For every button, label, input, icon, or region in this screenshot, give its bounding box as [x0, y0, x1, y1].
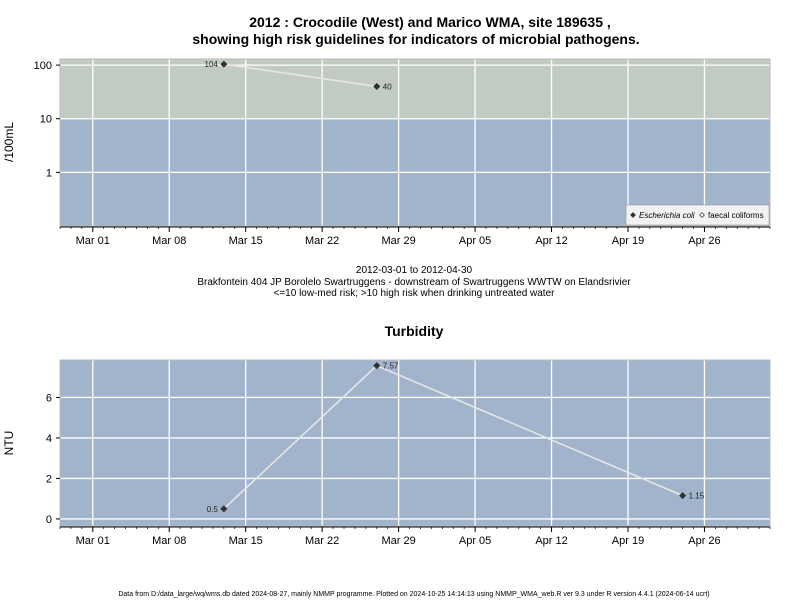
x-tick-label: Apr 12	[535, 535, 567, 547]
x-tick-label: Apr 05	[459, 235, 491, 247]
x-tick-label: Apr 19	[612, 535, 644, 547]
x-tick-label: Mar 01	[76, 535, 110, 547]
data-label: 40	[383, 82, 392, 91]
data-point	[220, 505, 228, 513]
x-tick-label: Mar 15	[229, 535, 263, 547]
data-label: 7.57	[383, 362, 399, 371]
x-tick-label: Apr 12	[535, 235, 567, 247]
site-description: Brakfontein 404 JP Borolelo Swartruggens…	[197, 277, 631, 288]
risk-note: <=10 low-med risk; >10 high risk when dr…	[274, 288, 556, 299]
data-point	[373, 362, 381, 370]
series-line	[223, 63, 377, 88]
y-tick-label: 4	[46, 433, 52, 445]
x-tick-label: Apr 05	[459, 535, 491, 547]
x-tick-label: Mar 01	[76, 235, 110, 247]
legend-label: Escherichia coli	[639, 211, 695, 220]
microbial-panel: 1 10 100 Mar 01 Mar 08 Mar 15 Mar 22 Mar 29 Apr …	[2, 58, 771, 247]
y-axis-title: /100mL	[2, 122, 16, 162]
y-tick-label: 100	[34, 60, 52, 72]
footer-note: Data from D:/data_large/wq/wms.db dated …	[118, 591, 709, 598]
x-tick-label: Mar 22	[305, 235, 339, 247]
data-point	[373, 82, 381, 91]
x-tick-label: Apr 26	[688, 535, 720, 547]
data-point	[679, 492, 687, 500]
y-tick-label: 6	[46, 392, 52, 404]
chart-title-line2: showing high risk guidelines for indicat…	[192, 31, 639, 47]
data-label: 1.15	[689, 492, 705, 501]
x-tick-label: Mar 22	[305, 535, 339, 547]
legend-box	[625, 204, 770, 226]
legend-label: faecal coliforms	[708, 211, 764, 220]
date-range: 2012-03-01 to 2012-04-30	[356, 265, 473, 276]
x-tick-label: Mar 08	[152, 235, 186, 247]
turbidity-title: Turbidity	[385, 323, 444, 339]
x-tick-label: Mar 29	[381, 535, 415, 547]
plot-background	[60, 360, 770, 526]
legend-marker	[630, 212, 636, 218]
x-tick-label: Mar 15	[229, 235, 263, 247]
data-point	[220, 60, 228, 68]
data-label: 104	[204, 60, 218, 69]
legend-marker	[699, 212, 705, 218]
chart-title-line1: 2012 : Crocodile (West) and Marico WMA, …	[249, 14, 611, 30]
y-tick-label: 10	[40, 114, 52, 126]
x-tick-label: Apr 19	[612, 235, 644, 247]
x-tick-label: Mar 29	[381, 235, 415, 247]
turbidity-panel: 0 2 4 6 Mar 01 Mar 08 Mar 15 Mar 22 Mar 29 Apr 05…	[2, 359, 771, 547]
y-tick-label: 2	[46, 473, 52, 485]
x-tick-label: Mar 08	[152, 535, 186, 547]
data-label: 0.5	[207, 505, 219, 514]
high-risk-band	[60, 59, 770, 119]
y-tick-label: 0	[46, 514, 52, 526]
x-tick-label: Apr 26	[688, 235, 720, 247]
plot-frame	[59, 359, 771, 527]
y-axis-title: NTU	[2, 431, 16, 456]
plot-frame	[59, 58, 771, 227]
y-tick-label: 1	[46, 167, 52, 179]
